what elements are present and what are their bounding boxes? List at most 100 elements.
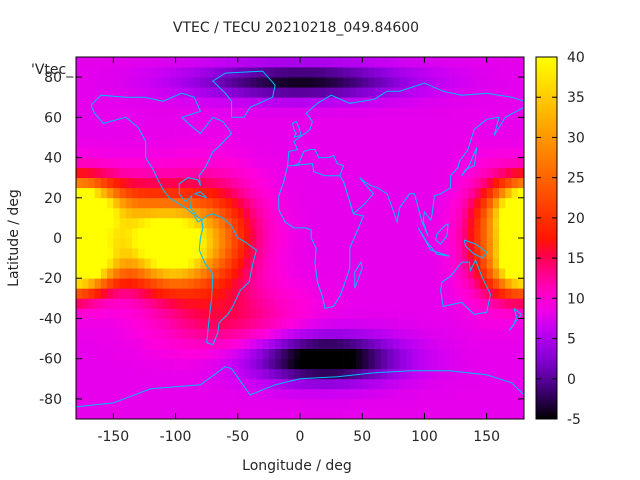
heatmap-cell xyxy=(225,398,232,410)
heatmap-cell xyxy=(480,97,488,108)
heatmap-cell xyxy=(281,358,288,370)
heatmap-cell xyxy=(212,167,220,179)
heatmap-cell xyxy=(492,248,500,259)
heatmap-cell xyxy=(486,137,494,148)
heatmap-cell xyxy=(418,378,425,390)
heatmap-cell xyxy=(82,107,89,118)
heatmap-cell xyxy=(150,227,158,239)
heatmap-cell xyxy=(356,288,363,299)
heatmap-cell xyxy=(418,197,425,209)
heatmap-cell xyxy=(132,408,139,420)
heatmap-cell xyxy=(244,177,251,189)
heatmap-cell xyxy=(349,248,357,259)
heatmap-cell xyxy=(113,318,120,329)
heatmap-cell xyxy=(175,77,183,88)
heatmap-cell xyxy=(231,157,239,169)
heatmap-cell xyxy=(82,238,89,249)
heatmap-cell xyxy=(144,358,152,370)
heatmap-cell xyxy=(362,157,369,169)
heatmap-cell xyxy=(293,268,301,279)
heatmap-cell xyxy=(206,358,214,370)
heatmap-cell xyxy=(181,368,189,380)
heatmap-cell xyxy=(405,328,413,339)
heatmap-cell xyxy=(125,87,133,98)
heatmap-cell xyxy=(380,187,388,199)
heatmap-cell xyxy=(374,107,382,118)
heatmap-cell xyxy=(517,67,525,78)
heatmap-cell xyxy=(100,197,108,209)
heatmap-cell xyxy=(511,97,519,108)
heatmap-cell xyxy=(113,97,120,108)
heatmap-cell xyxy=(436,368,444,380)
heatmap-cell xyxy=(306,187,313,199)
heatmap-cell xyxy=(511,167,519,179)
heatmap-cell xyxy=(343,258,351,269)
heatmap-cell xyxy=(387,398,394,410)
heatmap-cell xyxy=(374,177,382,189)
heatmap-cell xyxy=(306,97,313,108)
heatmap-cell xyxy=(505,177,512,189)
heatmap-cell xyxy=(443,227,450,239)
heatmap-cell xyxy=(281,268,288,279)
heatmap-cell xyxy=(231,298,239,309)
heatmap-cell xyxy=(312,97,320,108)
heatmap-cell xyxy=(424,258,432,269)
heatmap-cell xyxy=(505,378,512,390)
heatmap-cell xyxy=(443,57,450,68)
heatmap-cell xyxy=(169,207,176,219)
y-tick-label: -60 xyxy=(39,352,62,368)
heatmap-cell xyxy=(474,177,481,189)
heatmap-cell xyxy=(219,107,226,118)
heatmap-cell xyxy=(293,388,301,400)
heatmap-cell xyxy=(393,308,400,319)
heatmap-cell xyxy=(306,147,313,158)
heatmap-cell xyxy=(424,288,432,299)
heatmap-cell xyxy=(492,338,500,350)
heatmap-cell xyxy=(449,238,456,249)
heatmap-cell xyxy=(268,157,276,169)
heatmap-cell xyxy=(374,117,382,128)
heatmap-cell xyxy=(212,77,220,88)
heatmap-cell xyxy=(492,358,500,370)
heatmap-cell xyxy=(281,87,288,98)
heatmap-cell xyxy=(331,318,338,329)
heatmap-cell xyxy=(474,278,481,289)
heatmap-cell xyxy=(505,308,512,319)
heatmap-cell xyxy=(150,167,158,179)
heatmap-cell xyxy=(412,278,419,289)
heatmap-cell xyxy=(219,358,226,370)
heatmap-cell xyxy=(132,338,139,350)
heatmap-cell xyxy=(244,137,251,148)
heatmap-cell xyxy=(412,107,419,118)
heatmap-cell xyxy=(505,288,512,299)
heatmap-cell xyxy=(324,57,332,68)
heatmap-cell xyxy=(468,57,475,68)
heatmap-cell xyxy=(511,338,519,350)
heatmap-cell xyxy=(343,288,351,299)
heatmap-cell xyxy=(387,408,394,420)
heatmap-cell xyxy=(517,97,525,108)
heatmap-cell xyxy=(138,117,145,128)
heatmap-cell xyxy=(443,187,450,199)
heatmap-cell xyxy=(100,298,108,309)
heatmap-cell xyxy=(250,147,257,158)
heatmap-cell xyxy=(405,187,413,199)
colorbar-tick-label: 40 xyxy=(567,50,585,66)
heatmap-cell xyxy=(517,87,525,98)
heatmap-cell xyxy=(486,227,494,239)
heatmap-cell xyxy=(219,147,226,158)
heatmap-cell xyxy=(287,217,295,229)
heatmap-cell xyxy=(436,167,444,179)
heatmap-cell xyxy=(169,117,176,128)
heatmap-cell xyxy=(318,248,326,259)
heatmap-cell xyxy=(312,278,320,289)
heatmap-cell xyxy=(312,398,320,410)
y-tick-label: -40 xyxy=(39,311,62,327)
heatmap-cell xyxy=(368,408,376,420)
heatmap-cell xyxy=(156,137,164,148)
heatmap-cell xyxy=(492,217,500,229)
heatmap-cell xyxy=(443,137,450,148)
heatmap-cell xyxy=(200,238,208,249)
heatmap-cell xyxy=(94,77,102,88)
heatmap-cell xyxy=(343,197,351,209)
